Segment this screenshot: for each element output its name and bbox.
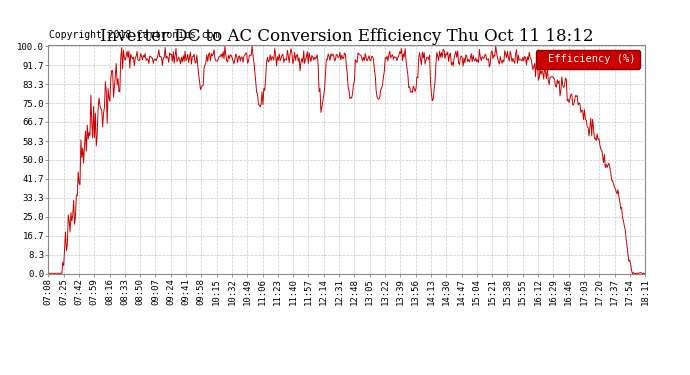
Title: Inverter DC to AC Conversion Efficiency Thu Oct 11 18:12: Inverter DC to AC Conversion Efficiency …: [100, 28, 593, 45]
Legend: Efficiency (%): Efficiency (%): [535, 50, 640, 69]
Text: Copyright 2018 Cartronics.com: Copyright 2018 Cartronics.com: [49, 30, 219, 40]
